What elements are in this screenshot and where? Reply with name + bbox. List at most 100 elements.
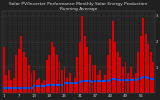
Bar [18,49,20,93]
Point [18,87,20,88]
Bar [137,52,139,93]
Point [56,84,58,86]
Title: Solar PV/Inverter Performance Monthly Solar Energy Production Running Average: Solar PV/Inverter Performance Monthly So… [9,2,148,11]
Point [58,84,61,86]
Point [94,81,96,82]
Bar [13,78,15,93]
Point [25,87,28,88]
Bar [36,80,38,93]
Bar [5,75,7,93]
Bar [74,78,76,93]
Bar [79,42,81,93]
Point [66,83,68,84]
Bar [97,75,99,93]
Point [15,87,18,88]
Point [10,87,12,89]
Point [45,85,48,86]
Bar [117,52,119,93]
Point [147,78,150,79]
Point [33,85,35,87]
Point [53,84,56,86]
Bar [135,73,137,93]
Point [134,79,137,81]
Bar [142,18,144,93]
Point [89,81,91,82]
Point [122,80,124,81]
Point [71,83,73,84]
Bar [71,83,73,93]
Point [51,84,53,86]
Bar [99,70,101,93]
Point [132,79,134,81]
Point [30,87,33,88]
Point [117,79,119,81]
Point [124,79,127,81]
Bar [69,73,71,93]
Bar [20,36,22,93]
Bar [109,39,111,93]
Bar [124,62,126,93]
Point [91,81,94,83]
Bar [120,57,121,93]
Bar [23,52,25,93]
Point [119,79,122,81]
Bar [102,80,104,93]
Point [73,83,76,84]
Point [84,80,86,82]
Point [68,83,71,84]
Bar [86,47,88,93]
Bar [46,60,48,93]
Point [106,80,109,82]
Bar [43,80,45,93]
Point [152,78,155,80]
Bar [38,78,40,93]
Point [112,78,114,80]
Point [20,87,23,88]
Bar [104,75,106,93]
Bar [152,62,154,93]
Point [99,81,101,82]
Point [48,85,51,86]
Bar [94,65,96,93]
Point [35,85,38,87]
Bar [122,67,124,93]
Bar [53,47,55,93]
Point [40,85,43,87]
Bar [76,57,78,93]
Bar [140,36,142,93]
Bar [61,70,63,93]
Bar [84,36,86,93]
Point [12,87,15,89]
Point [114,78,117,80]
Bar [89,55,91,93]
Point [142,76,145,78]
Point [38,85,40,87]
Point [129,79,132,81]
Point [104,81,106,82]
Point [140,78,142,79]
Bar [81,16,83,93]
Bar [25,57,27,93]
Point [23,87,25,88]
Point [144,76,147,78]
Bar [150,52,152,93]
Point [109,79,112,81]
Point [5,87,7,89]
Bar [10,80,12,93]
Point [79,82,81,83]
Point [61,84,63,86]
Bar [127,73,129,93]
Bar [3,47,4,93]
Bar [145,34,147,93]
Point [96,81,99,82]
Bar [114,42,116,93]
Bar [28,65,30,93]
Point [137,78,140,80]
Bar [33,70,35,93]
Point [63,83,66,84]
Point [150,78,152,80]
Bar [51,42,53,93]
Bar [107,55,109,93]
Bar [92,65,93,93]
Point [76,82,79,84]
